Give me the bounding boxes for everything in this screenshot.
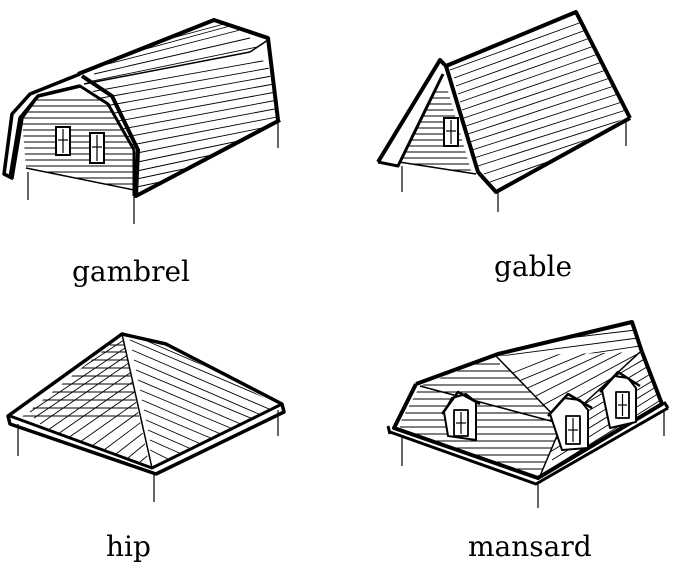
mansard-roof-illustration: [386, 320, 670, 508]
caption-mansard: mansard: [468, 530, 592, 563]
gable-roof-illustration: [376, 10, 632, 212]
gambrel-roof-illustration: [2, 18, 281, 224]
caption-hip: hip: [106, 530, 151, 563]
caption-gambrel: gambrel: [72, 255, 191, 288]
caption-gable: gable: [494, 250, 573, 283]
hip-roof-illustration: [6, 332, 286, 502]
